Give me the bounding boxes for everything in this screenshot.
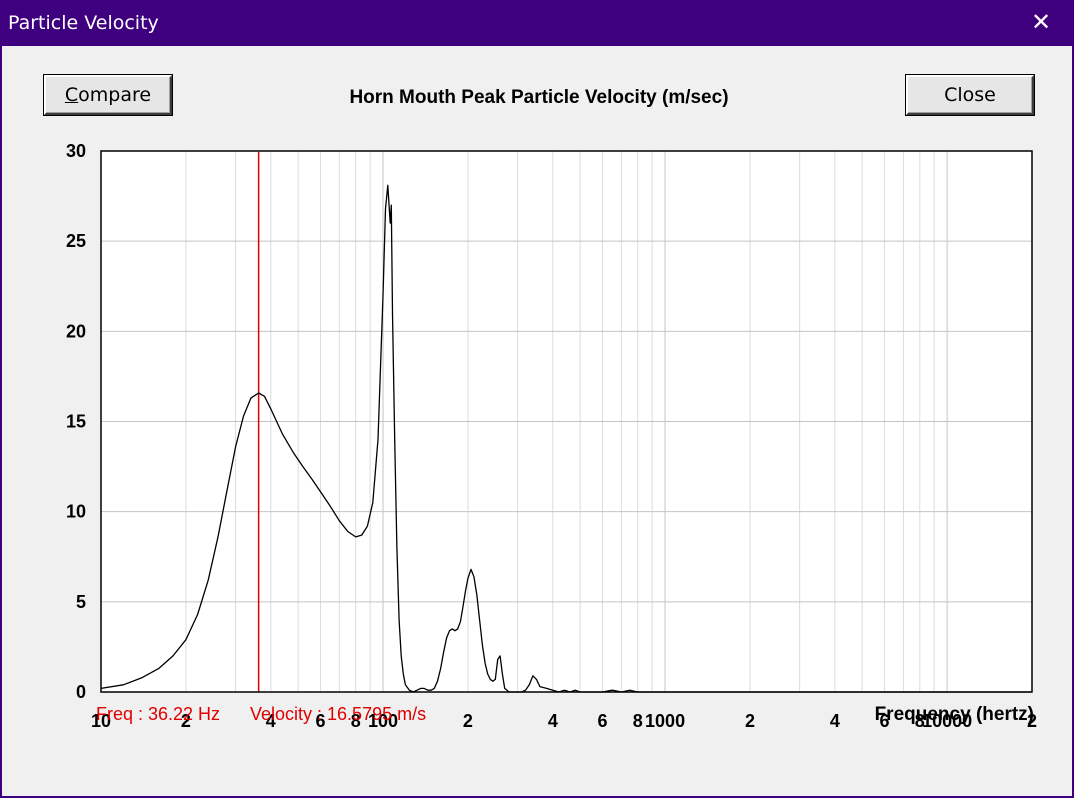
x-tick-label: 8 (351, 711, 361, 731)
x-tick-label: 8 (915, 711, 925, 731)
x-tick-label: 4 (266, 711, 276, 731)
plot-border (100, 150, 1033, 693)
x-tick-label: 100 (368, 711, 398, 731)
compare-accelerator: C (64, 84, 79, 106)
compare-label: ompare (78, 84, 152, 106)
x-tick-label: 1000 (645, 711, 685, 731)
close-window-icon[interactable]: ✕ (1030, 9, 1052, 36)
x-tick-label: 4 (830, 711, 840, 731)
y-tick-label: 25 (66, 231, 86, 251)
title-bar: Particle Velocity ✕ (0, 0, 1074, 46)
x-tick-label: 10 (91, 711, 111, 731)
y-tick-label: 10 (66, 502, 86, 522)
x-tick-label: 2 (181, 711, 191, 731)
window-title: Particle Velocity (8, 12, 159, 34)
x-tick-label: 2 (1027, 711, 1037, 731)
y-tick-label: 15 (66, 412, 86, 432)
x-tick-label: 10000 (922, 711, 972, 731)
y-tick-label: 5 (76, 592, 86, 612)
chart-title: Horn Mouth Peak Particle Velocity (m/sec… (349, 87, 729, 108)
velocity-curve (100, 184, 1032, 693)
x-tick-label: 8 (633, 711, 643, 731)
y-tick-label: 30 (66, 141, 86, 161)
velocity-readout: Velocity : 16.5795 m/s (250, 704, 427, 724)
x-tick-label: 2 (463, 711, 473, 731)
y-tick-label: 0 (76, 682, 86, 702)
x-tick-label: 6 (880, 711, 890, 731)
x-axis-label: Frequency (hertz) (874, 704, 1034, 725)
frequency-readout: Freq : 36.22 Hz (96, 704, 221, 724)
y-tick-label: 20 (66, 321, 86, 341)
x-tick-label: 6 (597, 711, 607, 731)
x-tick-label: 4 (548, 711, 558, 731)
x-tick-label: 2 (745, 711, 755, 731)
close-button[interactable]: Close (905, 74, 1035, 116)
x-tick-label: 6 (315, 711, 325, 731)
